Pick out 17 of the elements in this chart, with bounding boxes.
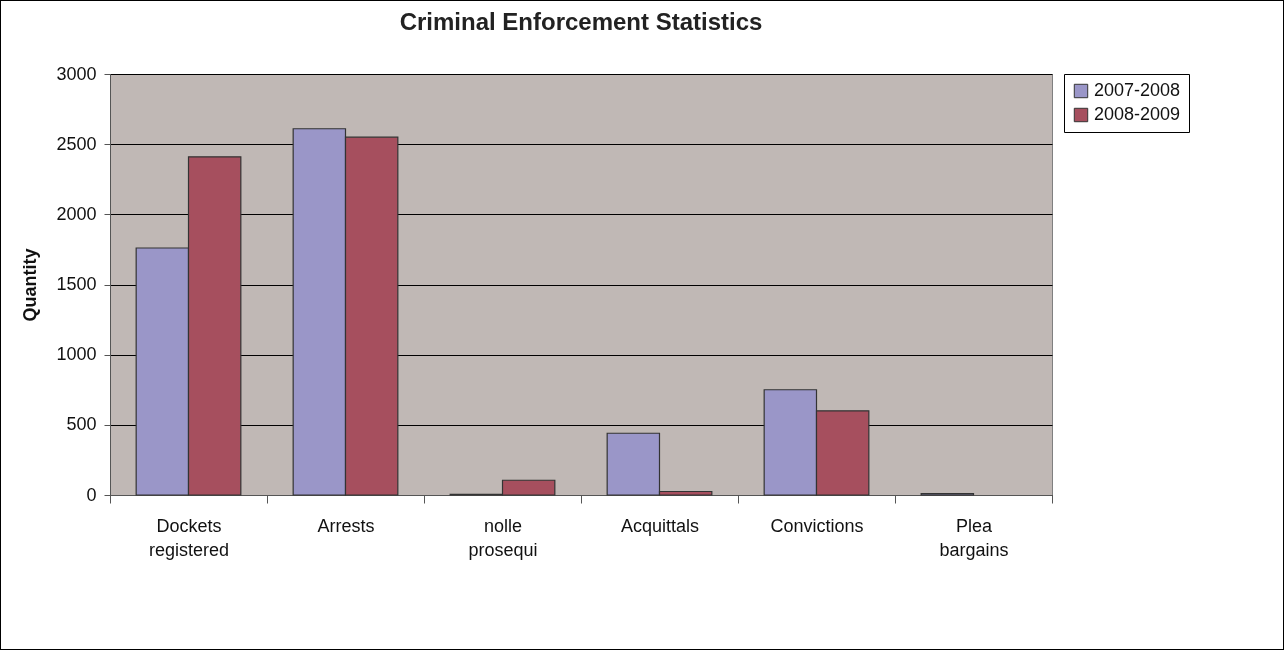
y-tick-label: 500 xyxy=(66,414,97,435)
legend-label: 2007-2008 xyxy=(1094,80,1181,100)
chart-title: Criminal Enforcement Statistics xyxy=(399,8,763,35)
y-axis-title: Quantity xyxy=(20,248,41,322)
x-tick-label: Plea bargains xyxy=(939,515,1009,560)
legend-label: 2008-2009 xyxy=(1094,104,1181,124)
y-tick-label: 0 xyxy=(86,484,97,505)
y-tick-label: 1500 xyxy=(56,274,97,294)
x-tick-label: Convictions xyxy=(770,515,864,536)
y-tick-label: 2500 xyxy=(56,133,97,154)
x-tick-label: Acquittals xyxy=(620,515,700,536)
x-tick-label: Dockets registered xyxy=(148,515,230,560)
y-tick-label: 3000 xyxy=(56,63,97,84)
x-tick-label: Arrests xyxy=(317,515,375,536)
y-tick-label: 1000 xyxy=(56,344,97,365)
y-tick-label: 2000 xyxy=(56,203,97,224)
x-tick-label: nolle prosequi xyxy=(468,515,538,560)
